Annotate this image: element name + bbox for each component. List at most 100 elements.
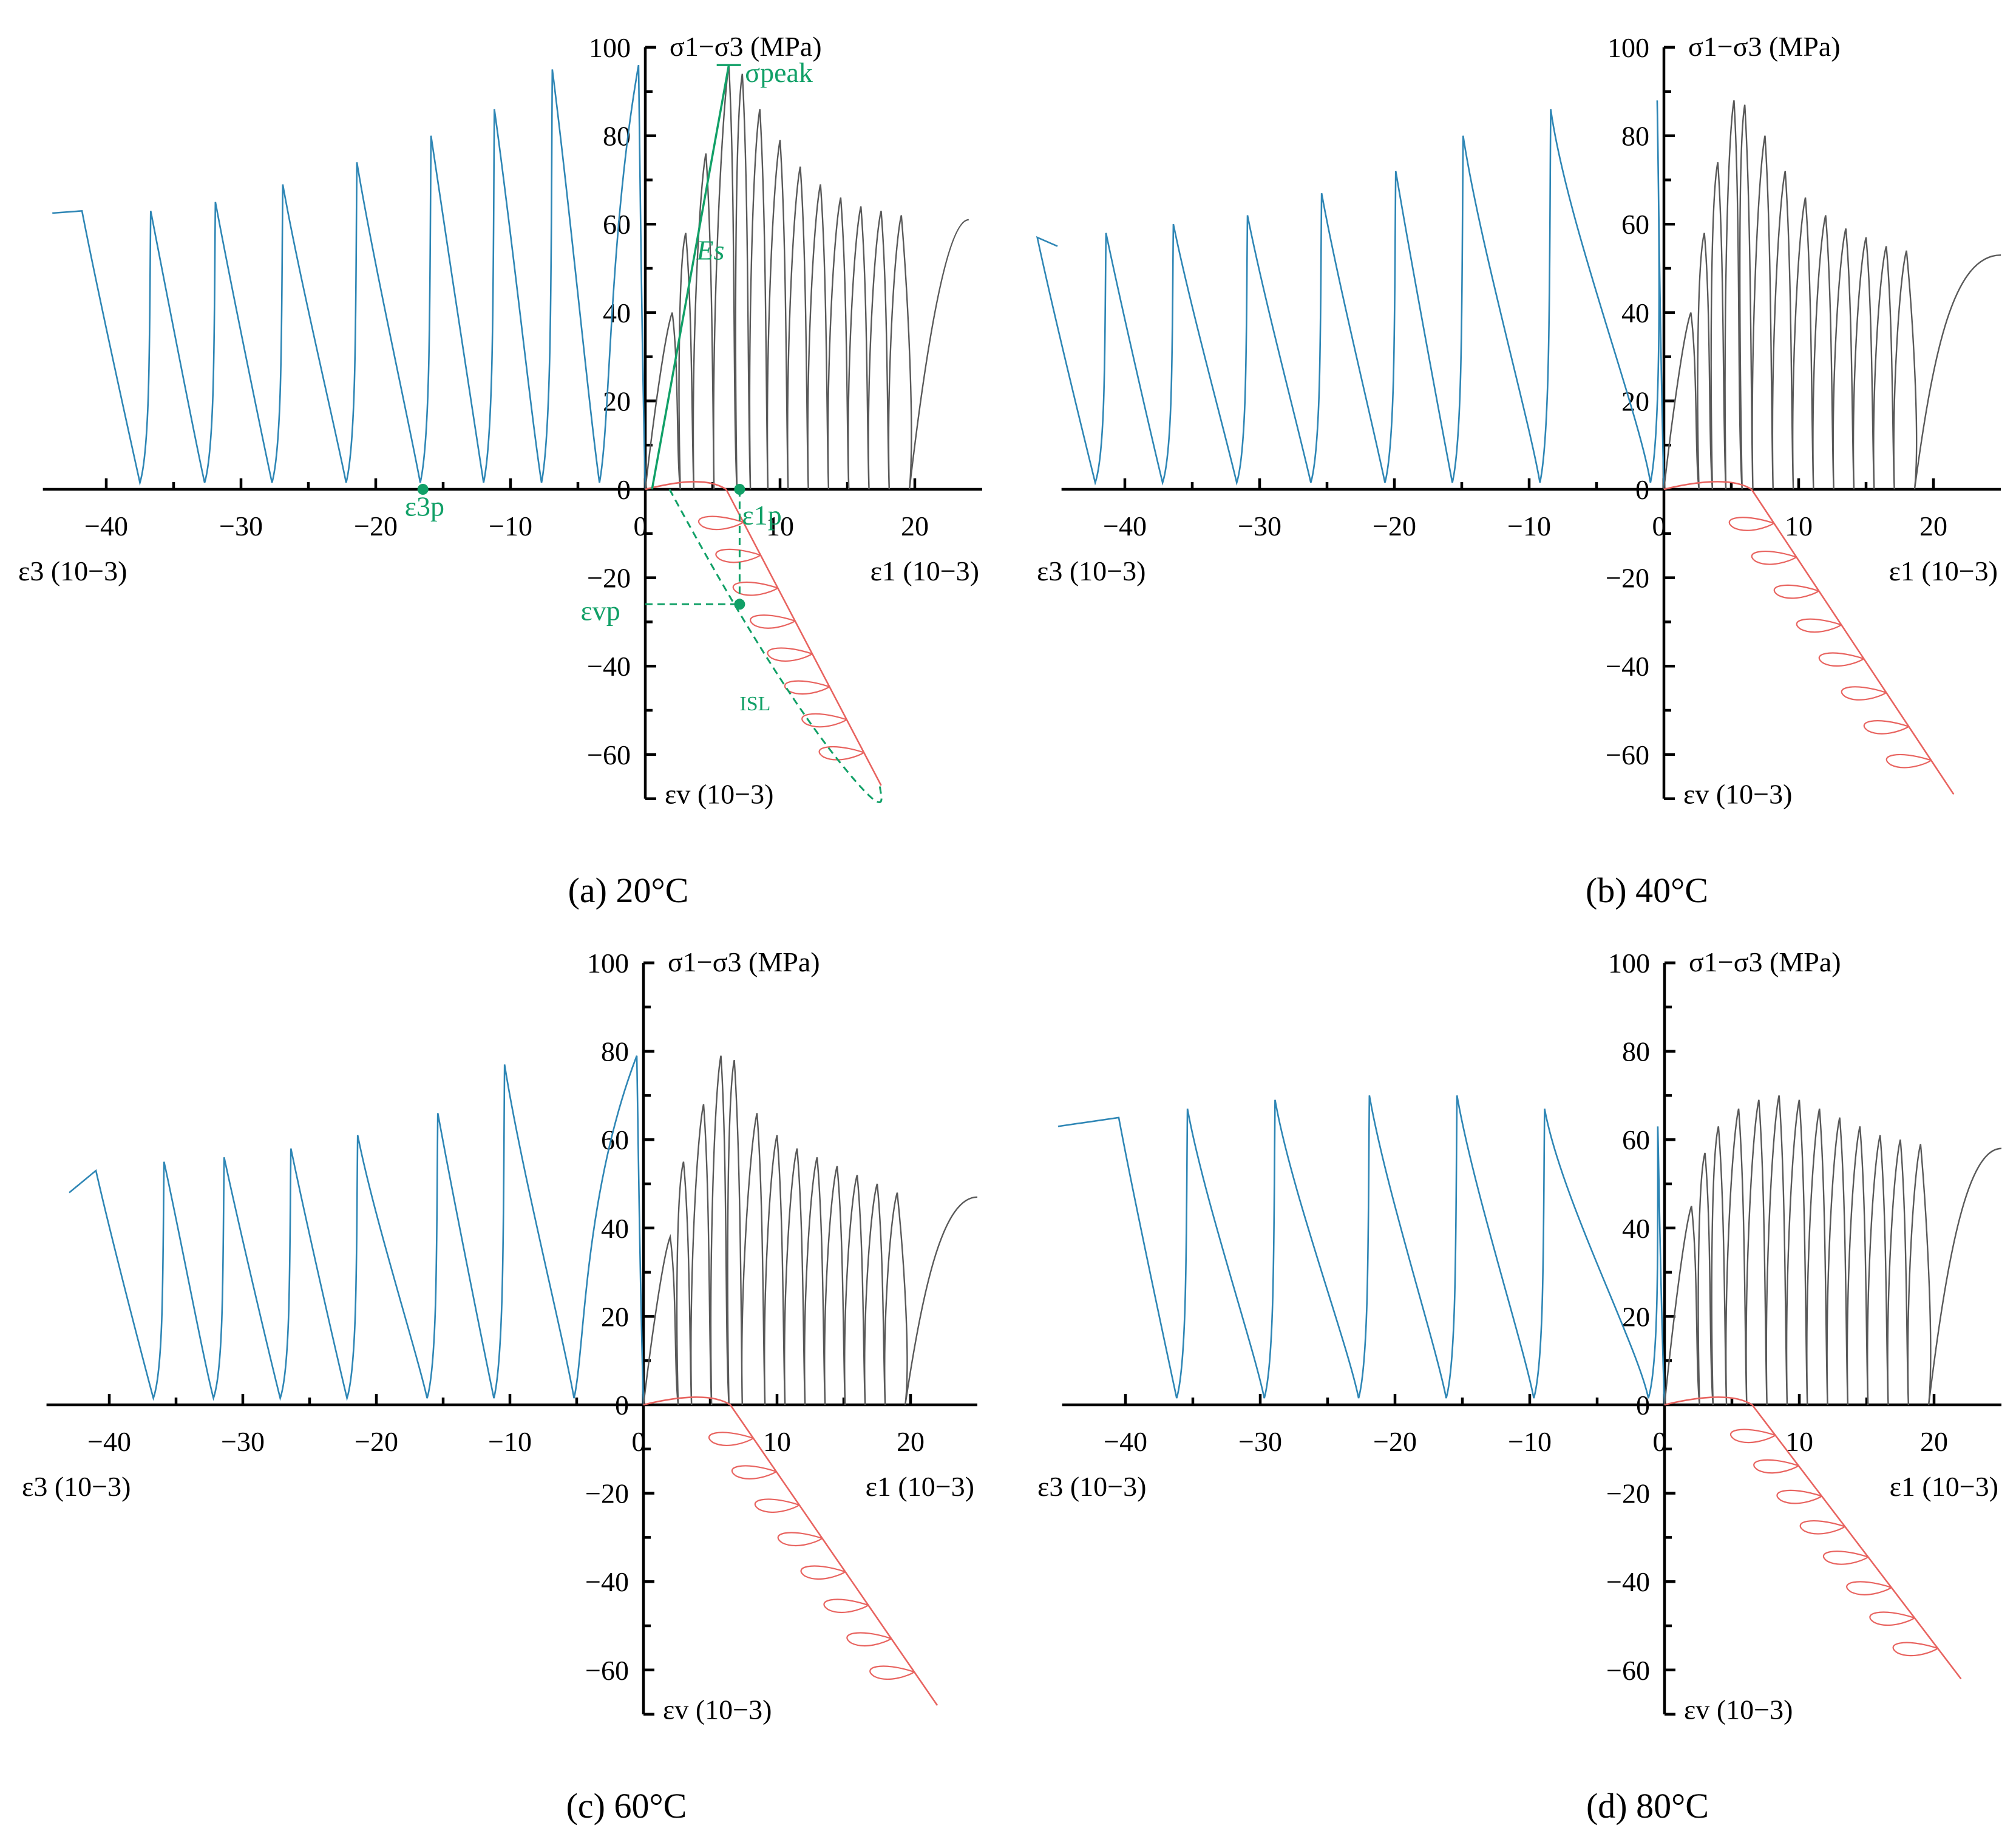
epsv-loop — [818, 746, 864, 761]
x-tick-label: −20 — [1373, 1426, 1417, 1457]
x-tick-label: −40 — [84, 511, 128, 542]
x-tick-label: −30 — [1238, 511, 1281, 542]
y-tick-label: 0 — [1635, 474, 1649, 505]
y-tick-label: −60 — [1606, 739, 1649, 770]
epsv-loop — [1846, 1581, 1892, 1595]
eps1-curve — [1663, 100, 2001, 490]
x-tick-label: 0 — [1653, 1426, 1667, 1457]
epsv-loop — [1753, 1459, 1799, 1474]
x-tick-label: 10 — [1785, 1426, 1813, 1457]
epsv-loop — [1776, 1489, 1822, 1504]
y-tick-label: 20 — [1622, 1301, 1650, 1332]
x-tick-label: −20 — [1373, 511, 1416, 542]
y-tick-label: −20 — [585, 1478, 629, 1509]
x-axis-title-left: ε3 (10−3) — [1037, 555, 1145, 586]
epsv-loop — [800, 1565, 846, 1580]
epsv-loop — [869, 1665, 915, 1680]
x-tick-label: −10 — [1508, 1426, 1552, 1457]
y-tick-label: −20 — [587, 563, 631, 594]
epsv-loop — [1796, 618, 1842, 633]
epsv-loop — [1892, 1642, 1938, 1657]
epsv-curve — [645, 481, 882, 786]
epsv-loop — [715, 548, 761, 563]
x-tick-label: 10 — [763, 1426, 791, 1457]
y-tick-label: −20 — [1606, 1478, 1650, 1509]
panel-caption: (d) 80°C — [1586, 1786, 1709, 1826]
y-tick-label: 0 — [1636, 1390, 1650, 1421]
epsv-loop — [750, 614, 796, 629]
axes — [42, 46, 982, 800]
x-axis-title-right: ε1 (10−3) — [866, 1471, 974, 1502]
y-tick-label: 100 — [589, 32, 631, 63]
x-tick-label: 0 — [632, 1426, 646, 1457]
y-tick-label: 0 — [615, 1390, 629, 1421]
x-tick-label: −30 — [219, 511, 263, 542]
isl-label: ISL — [739, 693, 770, 715]
y-tick-label: −40 — [1606, 651, 1649, 682]
x-tick-label: −40 — [1104, 1426, 1147, 1457]
x-tick-label: 20 — [1920, 1426, 1948, 1457]
y-tick-label: 40 — [1621, 297, 1649, 328]
eps1-curve — [1663, 1095, 2002, 1405]
eps1-curve — [642, 1055, 978, 1405]
y-tick-label: −40 — [587, 651, 631, 682]
epsv-loop — [767, 647, 813, 662]
x-tick-label: −10 — [489, 511, 532, 542]
chart-panel-4: −40 −30 −20 −10 0 10 20100806040200−20−40−60σ1… — [1037, 946, 2002, 1826]
isl-curve — [668, 489, 883, 804]
x-axis-title-left: ε3 (10−3) — [18, 555, 127, 586]
y-tick-label: −60 — [587, 739, 631, 770]
x-tick-label: −40 — [1103, 511, 1147, 542]
x-tick-label: −30 — [1238, 1426, 1282, 1457]
epsv-loop — [1751, 550, 1797, 565]
epsv-loop — [1885, 753, 1932, 769]
y-tick-label: 100 — [1608, 948, 1650, 979]
y-tick-label: 100 — [587, 948, 629, 979]
panel-caption: (a) 20°C — [568, 871, 689, 910]
y-axis-title-down: εv (10−3) — [1684, 1694, 1793, 1725]
epsv-loop — [823, 1598, 869, 1613]
x-tick-label: −20 — [355, 1426, 398, 1457]
y-tick-label: 40 — [603, 297, 631, 328]
epsv-loop — [1822, 1551, 1869, 1565]
epsv-loop — [1773, 584, 1819, 599]
x-tick-label: −30 — [221, 1426, 265, 1457]
axes — [1061, 46, 2001, 800]
y-tick-label: −60 — [585, 1655, 629, 1686]
epsv-loop — [1863, 720, 1909, 735]
x-axis-title-right: ε1 (10−3) — [1890, 1471, 1998, 1502]
x-tick-label: 10 — [766, 511, 794, 542]
epsv-loop — [698, 515, 744, 531]
epsv-loop — [1728, 517, 1774, 531]
y-axis-title: σ1−σ3 (MPa) — [1689, 946, 1841, 977]
y-axis-title: σ1−σ3 (MPa) — [670, 31, 822, 62]
epsv-loop — [708, 1432, 754, 1446]
x-axis-title-right: ε1 (10−3) — [1889, 555, 1998, 586]
y-tick-label: 20 — [601, 1301, 629, 1332]
y-tick-label: 80 — [1621, 121, 1649, 152]
axes — [46, 961, 977, 1716]
epsv-loop — [754, 1498, 800, 1513]
y-tick-label: −40 — [1606, 1566, 1650, 1597]
epsv-loop — [1869, 1611, 1915, 1626]
y-tick-label: 80 — [601, 1036, 629, 1067]
eps3-curve — [69, 1055, 645, 1405]
epsv-loop — [846, 1632, 892, 1646]
epsv-loop — [732, 581, 778, 596]
y-axis-title: σ1−σ3 (MPa) — [1688, 31, 1841, 62]
y-axis-title-down: εv (10−3) — [663, 1694, 772, 1725]
Es-secant-line — [651, 64, 730, 490]
epsv-loop — [1730, 1428, 1776, 1444]
y-tick-label: 60 — [603, 209, 631, 240]
y-tick-label: 60 — [1622, 1124, 1650, 1155]
panel-caption: (b) 40°C — [1586, 871, 1708, 910]
x-axis-title-left: ε3 (10−3) — [1037, 1471, 1146, 1502]
y-tick-label: 0 — [617, 474, 631, 505]
eps3p-point — [417, 484, 429, 495]
epsv-loop — [731, 1465, 777, 1479]
eps3-curve — [1036, 100, 1665, 490]
axes — [1062, 961, 2001, 1716]
epsv-curve — [1663, 481, 1955, 795]
y-tick-label: 60 — [601, 1124, 629, 1155]
